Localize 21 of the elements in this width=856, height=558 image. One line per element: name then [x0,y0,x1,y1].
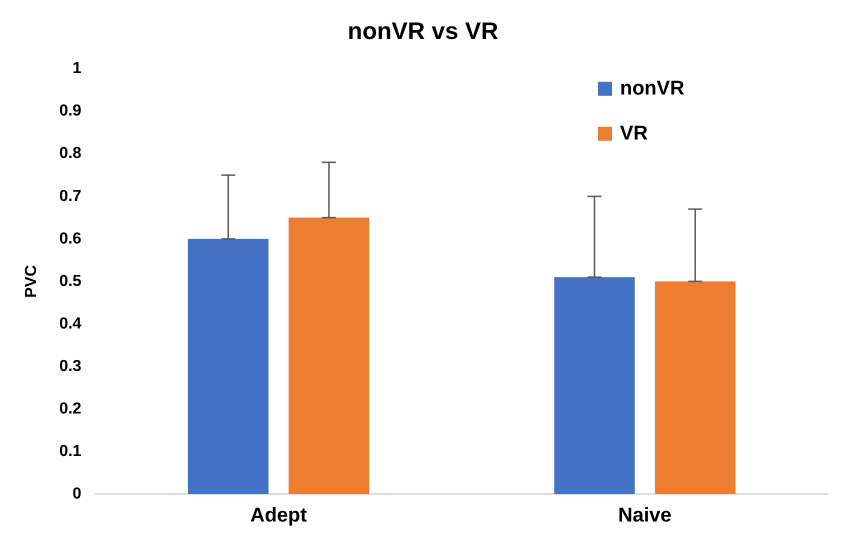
y-tick-label: 0.4 [59,315,82,332]
legend-label: VR [620,122,648,144]
y-tick-label: 0.6 [59,230,82,248]
y-tick-label: 1 [72,60,82,78]
bar [188,238,269,494]
y-axis-title: PVC [23,264,40,298]
y-tick-label: 0.7 [59,188,82,205]
y-tick-label: 0.2 [59,400,82,418]
y-tick-label: 0.9 [59,102,82,120]
bar [288,218,370,494]
y-tick-label: 0.8 [59,145,82,162]
y-tick-label: 0.3 [59,358,82,375]
y-tick-label: 0.5 [59,272,82,290]
y-tick-label: 0 [72,485,82,502]
bar [554,277,635,494]
y-tick-label: 0.1 [59,442,82,460]
bar [654,281,736,494]
chart-title: nonVR vs VR [348,18,498,46]
x-tick-label: Naive [618,504,672,527]
legend-label: nonVR [620,77,685,100]
x-tick-label: Adept [250,504,308,527]
